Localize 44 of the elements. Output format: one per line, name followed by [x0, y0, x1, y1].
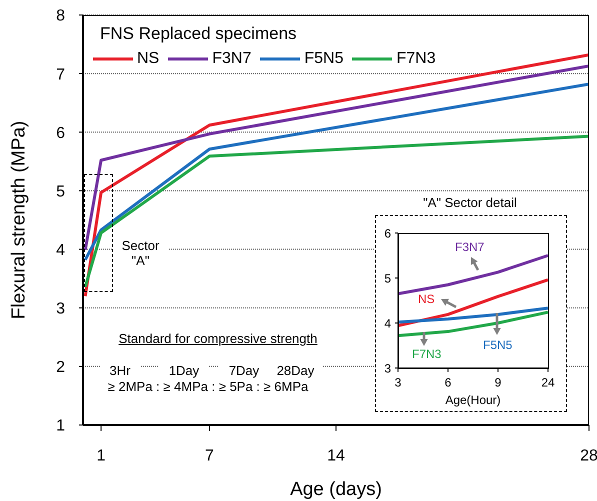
legend-label: F5N5	[304, 50, 344, 68]
series-label: F7N3	[412, 347, 442, 361]
legend-title: FNS Replaced specimens	[100, 24, 298, 44]
line-series	[396, 254, 550, 296]
y-tick-label: 4	[384, 316, 392, 330]
y-tick-label: 5	[56, 183, 66, 200]
y-tick-label: 1	[56, 418, 66, 435]
x-tick-label: 6	[444, 376, 452, 390]
x-tick-label: 9	[494, 376, 502, 390]
y-tick-label: 6	[384, 226, 392, 240]
annotation: 28Day	[268, 363, 323, 378]
annotation: Standard for compressive strength	[108, 331, 328, 346]
y-tick-label: 7	[56, 66, 66, 84]
annotation: 1Day	[159, 363, 209, 378]
legend-label: NS	[137, 50, 160, 68]
line-series	[396, 306, 550, 324]
x-tick-label: 3	[394, 376, 402, 390]
x-tick-label: 28	[580, 447, 597, 464]
chart-title: "A" Sector detail	[390, 195, 550, 210]
x-tick-label: 7	[205, 447, 214, 464]
x-axis-title: Age (days)	[290, 479, 382, 500]
y-tick-label: 2	[56, 359, 66, 376]
series-label: F3N7	[455, 240, 484, 254]
annotation: Sector "A"	[113, 238, 168, 268]
x-axis-title: Age(Hour)	[445, 393, 501, 407]
y-tick-label: 6	[56, 124, 66, 142]
y-tick-label: 4	[56, 242, 66, 259]
line-series	[84, 134, 589, 288]
y-tick-label: 8	[56, 8, 66, 25]
series-label: NS	[418, 292, 435, 306]
x-tick-label: 24	[541, 376, 555, 390]
y-axis-title: Flexural strength (MPa)	[8, 120, 30, 320]
line-series	[396, 310, 550, 338]
legend-label: F7N3	[396, 50, 436, 68]
annotation: ≥ 2MPa : ≥ 4MPa : ≥ 5Pa : ≥ 6MPa	[92, 379, 324, 394]
legend-label: F3N7	[212, 50, 252, 68]
annotation: 7Day	[219, 363, 269, 378]
x-tick-label: 14	[327, 447, 345, 464]
y-tick-label: 3	[384, 361, 392, 376]
y-tick-label: 3	[56, 300, 66, 318]
series-label: F5N5	[483, 338, 512, 352]
x-tick-label: 1	[96, 447, 106, 464]
annotation: 3Hr	[100, 363, 140, 378]
y-tick-label: 5	[384, 271, 392, 286]
